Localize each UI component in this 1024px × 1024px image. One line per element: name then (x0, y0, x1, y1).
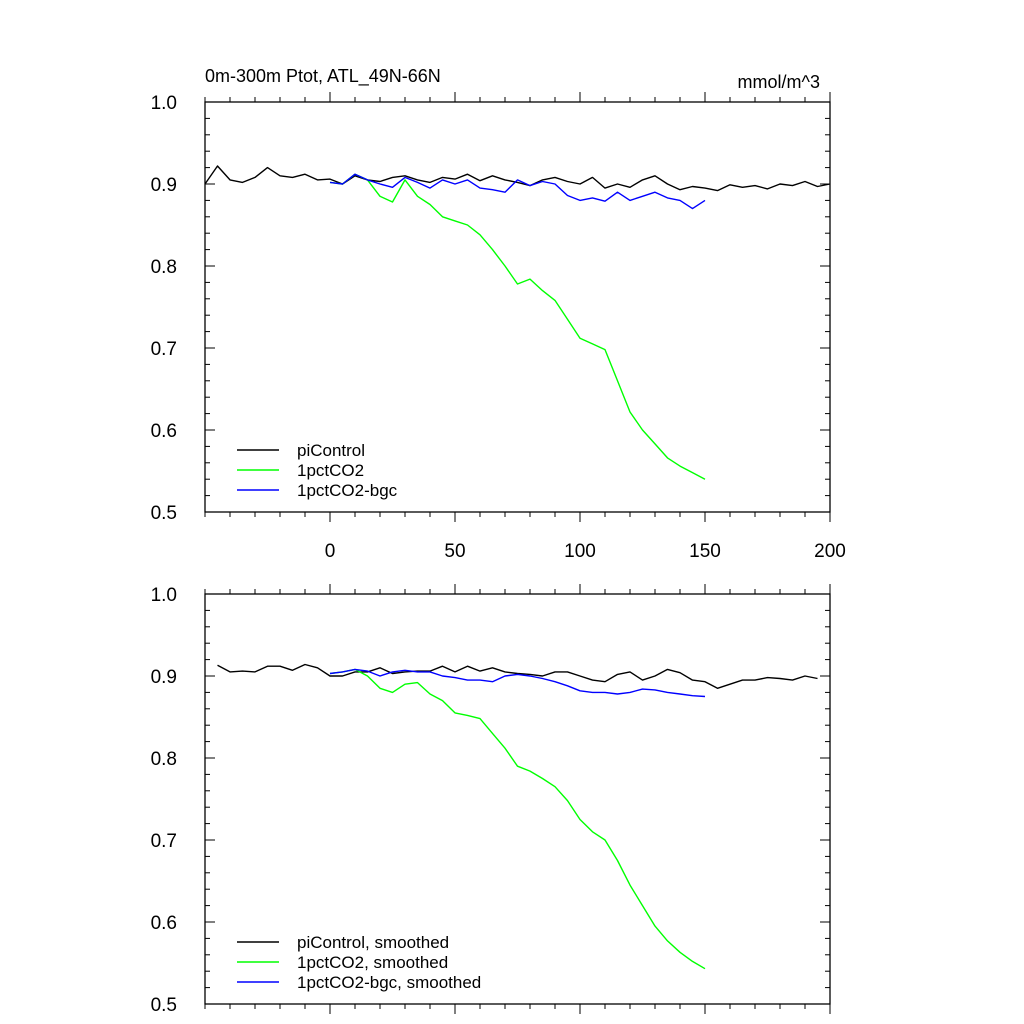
series-line-1 (217, 663, 818, 689)
legend-entry: 1pctCO2 (297, 461, 364, 480)
series-line-1 (204, 165, 831, 192)
x-tick-label: 150 (689, 541, 721, 562)
plot-frame (204, 101, 831, 513)
series-line-3 (329, 173, 706, 210)
legend-entry: 1pctCO2, smoothed (297, 953, 448, 972)
chart-title: 0m-300m Ptot, ATL_49N-66N (205, 66, 441, 87)
y-tick-label: 0.7 (151, 831, 177, 852)
y-tick-label: 0.9 (151, 667, 177, 688)
series-line-3 (329, 668, 706, 698)
y-tick-label: 1.0 (151, 585, 177, 606)
series-line-2 (329, 173, 706, 480)
y-tick-label: 0.5 (151, 995, 177, 1016)
y-tick-label: 0.8 (151, 257, 177, 278)
x-tick-label: 50 (444, 541, 465, 562)
y-tick-label: 0.5 (151, 503, 177, 524)
plot-frame (204, 593, 831, 1005)
y-tick-label: 0.7 (151, 339, 177, 360)
x-tick-label: 100 (564, 541, 596, 562)
y-tick-label: 0.6 (151, 421, 177, 442)
series-line-2 (329, 668, 706, 970)
legend-entry: piControl (297, 441, 365, 460)
y-tick-label: 0.9 (151, 175, 177, 196)
legend-entry: 1pctCO2-bgc, smoothed (297, 973, 481, 992)
plot-panel-1: 0.5 0.6 0.7 0.8 0.9 1.0 0 50 100 150 200 0m-300m Pt… (151, 66, 846, 562)
y-tick-label: 1.0 (151, 93, 177, 114)
legend-entry: 1pctCO2-bgc (297, 481, 398, 500)
y-tick-label: 0.8 (151, 749, 177, 770)
x-tick-label: 200 (814, 541, 846, 562)
x-tick-label: 0 (325, 541, 336, 562)
units-label: mmol/m^3 (738, 72, 820, 92)
y-tick-label: 0.6 (151, 913, 177, 934)
legend-entry: piControl, smoothed (297, 933, 449, 952)
